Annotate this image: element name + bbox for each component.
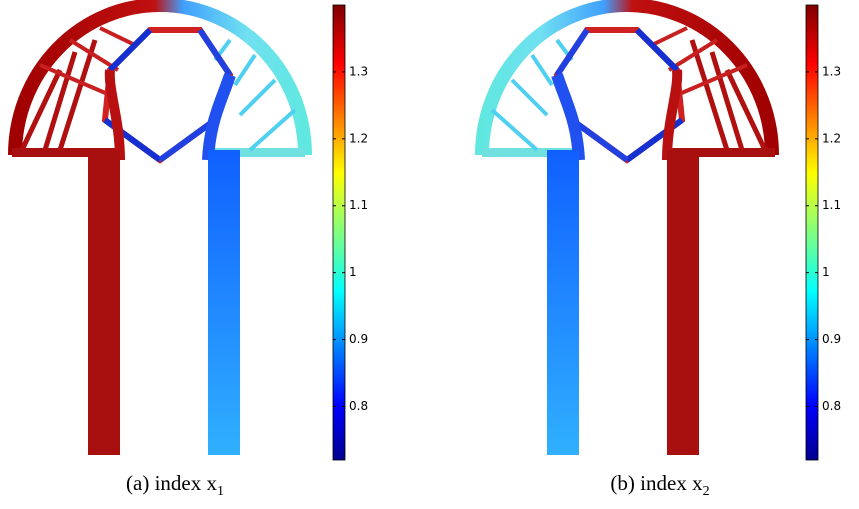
caption: (b) index x2	[610, 471, 709, 499]
caption-subscript: 1	[217, 484, 224, 499]
tick-label: 1.2	[822, 131, 841, 145]
structure-b	[482, 5, 775, 455]
caption-text: (b) index x	[610, 471, 703, 495]
tick-label: 1	[822, 265, 830, 279]
tick-label: 0.9	[822, 332, 841, 346]
tick-label: 1.1	[822, 198, 841, 212]
figure: 0.80.911.11.21.3(a) index x10.80.911.11.…	[0, 0, 859, 509]
tick-label: 1.2	[349, 131, 368, 145]
tick-label: 0.8	[349, 399, 368, 413]
structure-a	[12, 5, 305, 455]
tick-label: 0.8	[822, 399, 841, 413]
tick-label: 1.3	[822, 64, 841, 78]
colorbar	[806, 5, 818, 460]
tick-label: 1.1	[349, 198, 368, 212]
caption-text: (a) index x	[126, 471, 217, 495]
caption-subscript: 2	[703, 484, 710, 499]
tick-label: 0.9	[349, 332, 368, 346]
colorbar	[333, 5, 345, 460]
caption: (a) index x1	[126, 471, 224, 499]
tick-label: 1.3	[349, 64, 368, 78]
tick-label: 1	[349, 265, 357, 279]
